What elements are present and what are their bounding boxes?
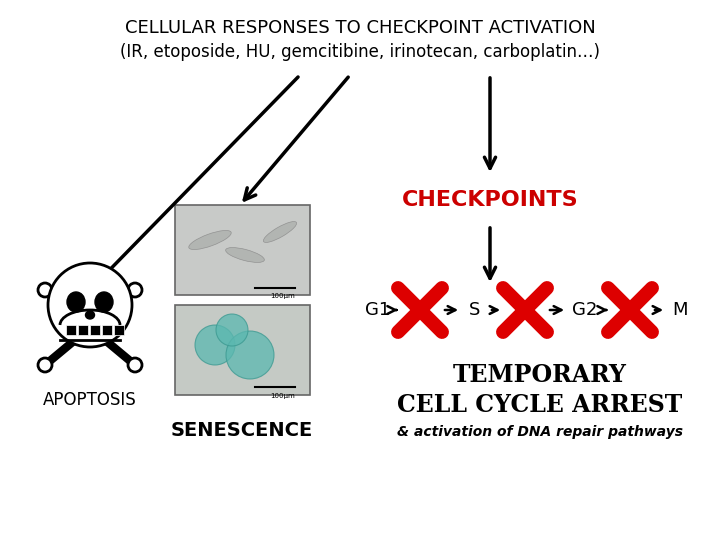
Ellipse shape: [95, 292, 113, 312]
Circle shape: [128, 283, 142, 297]
Text: CELL CYCLE ARREST: CELL CYCLE ARREST: [397, 393, 683, 417]
Text: M: M: [672, 301, 688, 319]
Text: CELLULAR RESPONSES TO CHECKPOINT ACTIVATION: CELLULAR RESPONSES TO CHECKPOINT ACTIVAT…: [125, 19, 595, 37]
Text: APOPTOSIS: APOPTOSIS: [43, 391, 137, 409]
Circle shape: [195, 325, 235, 365]
Text: S: S: [469, 301, 481, 319]
Text: 100μm: 100μm: [270, 393, 295, 399]
Bar: [102, 325, 112, 335]
Circle shape: [226, 331, 274, 379]
Ellipse shape: [86, 311, 94, 319]
Bar: [114, 325, 124, 335]
Text: 100μm: 100μm: [270, 293, 295, 299]
Ellipse shape: [264, 221, 297, 242]
Circle shape: [48, 263, 132, 347]
Bar: [78, 325, 88, 335]
Ellipse shape: [67, 292, 85, 312]
Text: G1: G1: [365, 301, 391, 319]
Text: SENESCENCE: SENESCENCE: [171, 421, 313, 440]
Text: & activation of DNA repair pathways: & activation of DNA repair pathways: [397, 425, 683, 439]
Bar: [66, 325, 76, 335]
Bar: [175, 305, 310, 395]
Circle shape: [216, 314, 248, 346]
Circle shape: [38, 358, 52, 372]
Ellipse shape: [189, 231, 231, 249]
Ellipse shape: [225, 247, 264, 262]
Text: CHECKPOINTS: CHECKPOINTS: [402, 190, 578, 210]
Bar: [90, 325, 100, 335]
Text: (IR, etoposide, HU, gemcitibine, irinotecan, carboplatin…): (IR, etoposide, HU, gemcitibine, irinote…: [120, 43, 600, 61]
Text: G2: G2: [572, 301, 598, 319]
Circle shape: [38, 283, 52, 297]
Circle shape: [128, 358, 142, 372]
Bar: [175, 205, 310, 295]
Text: TEMPORARY: TEMPORARY: [453, 363, 627, 387]
